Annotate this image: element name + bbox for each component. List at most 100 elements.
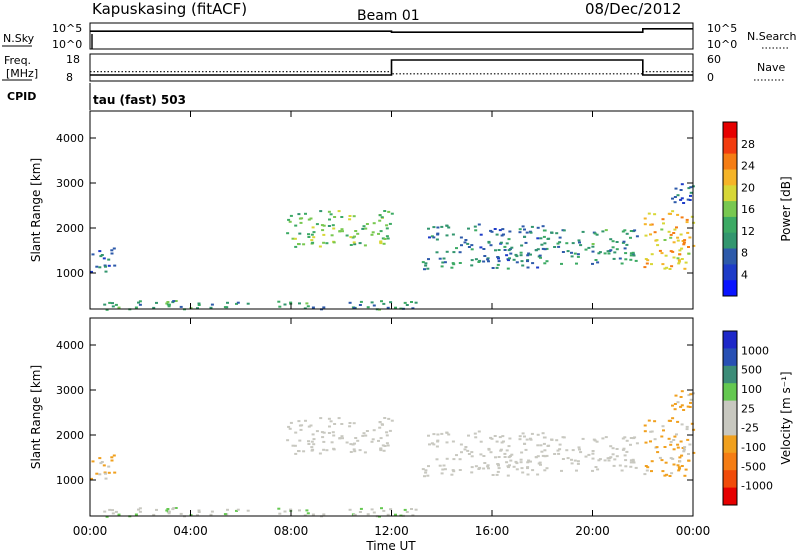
echo-cell [634, 466, 638, 469]
colorbar-swatch [723, 383, 737, 402]
echo-cell [111, 509, 114, 512]
echo-cell [405, 511, 409, 513]
echo-cell [539, 444, 543, 447]
echo-cell [372, 222, 376, 225]
echo-cell [299, 221, 303, 224]
colorbar-tick-label: -1000 [741, 480, 773, 493]
echo-cell [507, 238, 511, 241]
echo-cell [436, 440, 440, 443]
echo-cell [658, 456, 662, 459]
echo-cell [677, 469, 681, 472]
echo-cell [289, 421, 293, 424]
echo-cell [390, 419, 394, 422]
echo-cell [529, 231, 533, 234]
echo-cell [386, 306, 390, 309]
echo-cell [671, 197, 674, 200]
echo-cell [673, 201, 677, 204]
echo-cell [388, 429, 392, 432]
echo-cell [167, 303, 171, 306]
echo-cell [293, 444, 297, 447]
echo-cell [111, 302, 114, 305]
echo-cell [382, 242, 386, 245]
echo-cell [633, 229, 637, 232]
echo-cell [685, 221, 689, 224]
power-panel-frame [89, 110, 694, 310]
echo-cell [328, 218, 331, 221]
echo-cell [364, 227, 368, 230]
echo-cell [291, 444, 295, 447]
colorbar-swatch [723, 169, 737, 186]
echo-cell [497, 257, 500, 260]
echo-cell [436, 226, 440, 229]
echo-cell [104, 472, 107, 475]
echo-cell [685, 428, 689, 431]
echo-cell [441, 468, 445, 471]
echo-cell [680, 423, 684, 426]
echo-cell [353, 243, 357, 246]
echo-cell [683, 267, 687, 270]
echo-cell [348, 215, 352, 217]
echo-cell [459, 236, 463, 239]
echo-cell [680, 465, 684, 467]
echo-cell [649, 223, 653, 226]
echo-cell [653, 231, 657, 234]
echo-cell [670, 265, 674, 268]
echo-cell [378, 219, 382, 222]
echo-cell [612, 257, 616, 260]
colorbar-swatch [723, 201, 737, 218]
echo-cell [687, 453, 690, 455]
echo-cell [319, 417, 323, 420]
echo-cell [541, 247, 545, 250]
echo-cell [539, 237, 543, 240]
echo-cell [686, 438, 690, 441]
colorbar-swatch [723, 470, 737, 489]
echo-cell [682, 448, 686, 451]
echo-cell [673, 403, 677, 405]
echo-cell [593, 232, 597, 235]
echo-cell [539, 256, 542, 259]
echo-cell [515, 462, 519, 465]
echo-cell [491, 267, 495, 269]
colorbar-tick-label: 20 [741, 181, 755, 194]
colorbar-swatch [723, 185, 737, 202]
echo-cell [494, 249, 497, 252]
echo-cell [100, 254, 104, 256]
echo-cell [515, 468, 519, 471]
echo-cell [682, 450, 686, 453]
echo-cell [624, 465, 628, 468]
echo-cell [609, 238, 613, 241]
echo-cell [553, 453, 557, 455]
echo-cell [676, 401, 680, 404]
echo-cell [663, 474, 667, 477]
nave-tick-bottom: 0 [707, 71, 714, 84]
echo-cell [134, 513, 138, 516]
echo-cell [114, 510, 118, 513]
echo-cell [427, 227, 430, 230]
y-tick-label: 3000 [56, 384, 84, 397]
echo-cell [362, 432, 366, 435]
echo-cell [565, 449, 569, 452]
echo-cell [683, 239, 687, 242]
echo-cell [656, 451, 660, 454]
colorbar-swatch [723, 487, 737, 506]
echo-cell [674, 187, 678, 190]
echo-cell [536, 455, 540, 458]
echo-cell [633, 436, 637, 439]
echo-cell [378, 308, 381, 311]
echo-cell [591, 245, 595, 248]
echo-cell [506, 474, 510, 477]
echo-cell [322, 448, 326, 451]
echo-cell [685, 425, 689, 428]
echo-cell [138, 510, 142, 513]
echo-cell [179, 305, 183, 308]
echo-cell [438, 257, 442, 260]
echo-cell [664, 254, 668, 257]
echo-cell [519, 251, 523, 254]
echo-cell [428, 443, 431, 446]
echo-cell [621, 241, 625, 244]
echo-cell [172, 300, 176, 303]
echo-cell [294, 245, 298, 248]
echo-cell [414, 301, 418, 304]
echo-cell [547, 237, 551, 240]
echo-cell [114, 303, 118, 306]
